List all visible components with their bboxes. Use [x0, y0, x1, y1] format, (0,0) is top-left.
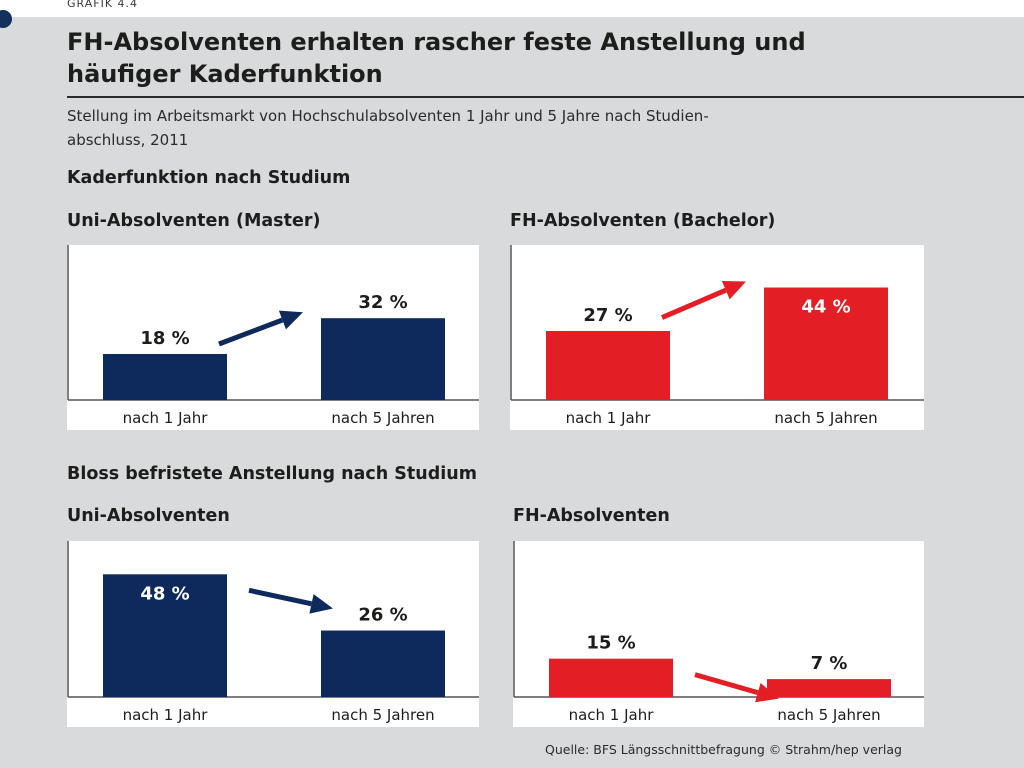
trend-arrow-shaft	[661, 287, 727, 320]
panel-title-uni-befristet: Uni-Absolventen	[67, 506, 230, 526]
trend-arrow-head-icon	[278, 310, 303, 330]
chart-panel-fh-kader: 27 % nach 1 Jahr 44 % nach 5 Jahren	[510, 245, 924, 430]
title-divider	[67, 96, 1024, 98]
bar-2	[767, 679, 891, 697]
bar-1	[549, 658, 673, 697]
panel-title-fh-befristet: FH-Absolventen	[513, 506, 670, 526]
category-label-1: nach 1 Jahr	[566, 409, 652, 427]
category-label-1: nach 1 Jahr	[123, 706, 209, 724]
value-label-1: 27 %	[583, 305, 632, 326]
bar-1	[546, 330, 670, 400]
trend-arrow-shaft	[248, 587, 313, 607]
trend-arrow-head-icon	[309, 594, 333, 614]
chart-panel-uni-kader: 18 % nach 1 Jahr 32 % nach 5 Jahren	[67, 245, 479, 430]
trend-arrow-shaft	[694, 672, 759, 696]
title-line-1: FH-Absolventen erhalten rascher feste An…	[67, 28, 806, 56]
category-label-2: nach 5 Jahren	[777, 706, 880, 724]
value-label-1: 18 %	[140, 328, 189, 349]
category-label-2: nach 5 Jahren	[331, 706, 434, 724]
value-label-2: 7 %	[811, 653, 848, 674]
trend-arrow-head-icon	[755, 682, 779, 703]
category-label-1: nach 1 Jahr	[569, 706, 655, 724]
bar-1	[103, 574, 227, 697]
subtitle-line-2: abschluss, 2011	[67, 131, 189, 149]
corner-bullet-icon	[0, 10, 12, 28]
title-line-2: häufiger Kaderfunktion	[67, 60, 383, 88]
bar-2	[321, 630, 445, 697]
bar-chart-svg: 18 % nach 1 Jahr 32 % nach 5 Jahren	[67, 245, 479, 427]
category-label-2: nach 5 Jahren	[774, 409, 877, 427]
value-label-2: 32 %	[358, 292, 407, 313]
trend-arrow-shaft	[218, 317, 284, 347]
category-label-1: nach 1 Jahr	[123, 409, 209, 427]
bar-2	[764, 287, 888, 400]
section-title-befristet: Bloss befristete Anstellung nach Studium	[67, 464, 477, 484]
category-label-2: nach 5 Jahren	[331, 409, 434, 427]
figure-number: GRAFIK 4.4	[67, 0, 139, 10]
value-label-1: 15 %	[586, 633, 635, 654]
bar-chart-svg: 27 % nach 1 Jahr 44 % nach 5 Jahren	[510, 245, 924, 427]
value-label-2: 44 %	[801, 297, 850, 318]
bar-chart-svg: 15 % nach 1 Jahr 7 % nach 5 Jahren	[513, 541, 924, 724]
bar-chart-svg: 48 % nach 1 Jahr 26 % nach 5 Jahren	[67, 541, 479, 724]
bar-1	[103, 353, 227, 400]
bar-2	[321, 318, 445, 400]
value-label-2: 26 %	[358, 605, 407, 626]
value-label-1: 48 %	[140, 583, 189, 604]
source-note: Quelle: BFS Längsschnittbefragung © Stra…	[545, 742, 902, 757]
panel-title-uni-kader: Uni-Absolventen (Master)	[67, 211, 321, 231]
chart-panel-fh-befristet: 15 % nach 1 Jahr 7 % nach 5 Jahren	[513, 541, 924, 727]
page-title: FH-Absolventen erhalten rascher feste An…	[67, 26, 967, 90]
chart-panel-uni-befristet: 48 % nach 1 Jahr 26 % nach 5 Jahren	[67, 541, 479, 727]
subtitle-line-1: Stellung im Arbeitsmarkt von Hochschulab…	[67, 107, 709, 125]
panel-title-fh-kader: FH-Absolventen (Bachelor)	[510, 211, 776, 231]
section-title-kader: Kaderfunktion nach Studium	[67, 168, 351, 188]
top-strip	[0, 0, 1024, 17]
subtitle: Stellung im Arbeitsmarkt von Hochschulab…	[67, 104, 927, 152]
trend-arrow-head-icon	[721, 280, 746, 300]
